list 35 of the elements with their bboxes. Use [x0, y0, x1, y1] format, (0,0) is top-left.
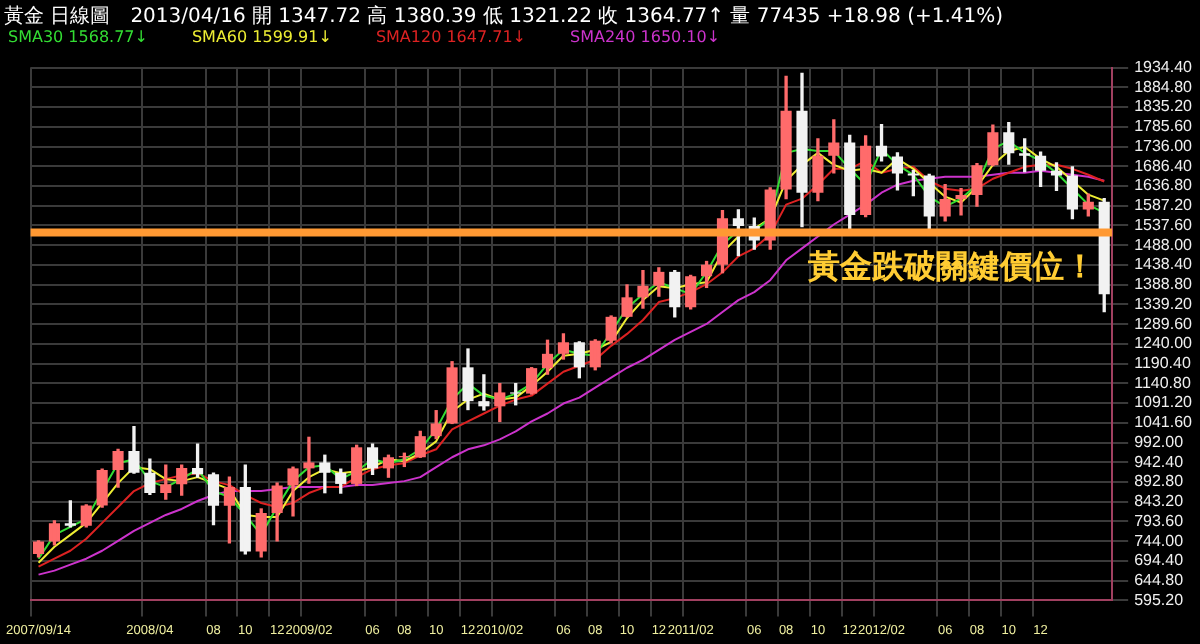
y-tick-label: 595.20 — [1134, 590, 1185, 609]
y-tick-label: 1884.80 — [1134, 77, 1194, 96]
y-tick-label: 1537.60 — [1134, 215, 1194, 234]
y-tick-label: 1339.20 — [1134, 294, 1194, 313]
text: SMA60 1599.91↓ — [191, 28, 332, 50]
text: SMA30 1568.77↓ — [8, 28, 148, 50]
y-tick-label: 1785.60 — [1134, 117, 1194, 136]
chart-subtitle: 2013/04/16 開 1347.72 高 1380.39 低 1321.22 收 1364.77↑ 量 77435 +18.98 (+1.41%) — [130, 3, 1004, 28]
y-tick-label: 1736.00 — [1134, 136, 1194, 155]
y-tick-label: 1934.40 — [1134, 58, 1194, 77]
y-tick-label: 744.00 — [1134, 531, 1185, 550]
y-tick-label: 644.80 — [1134, 571, 1185, 590]
y-tick-label: 1289.60 — [1134, 314, 1194, 333]
y-tick-label: 1438.40 — [1134, 255, 1194, 274]
y-tick-label: 1041.60 — [1134, 413, 1194, 432]
y-tick-label: 793.60 — [1134, 511, 1185, 530]
y-tick-label: 1835.20 — [1134, 97, 1194, 116]
y-tick-label: 1140.80 — [1134, 373, 1192, 392]
y-tick-label: 1488.00 — [1134, 235, 1194, 254]
y-tick-label: 1240.00 — [1134, 334, 1194, 353]
text: SMA240 1650.10↓ — [570, 28, 721, 50]
y-tick-label: 942.40 — [1134, 452, 1185, 471]
y-tick-label: 892.80 — [1134, 472, 1185, 491]
text: SMA120 1647.71↓ — [375, 28, 526, 50]
y-tick-label: 1636.80 — [1134, 176, 1194, 195]
y-tick-label: 843.20 — [1134, 492, 1185, 511]
y-tick-label: 1686.40 — [1134, 156, 1194, 175]
y-tick-label: 1587.20 — [1134, 196, 1194, 215]
y-tick-label: 992.00 — [1134, 432, 1185, 451]
y-tick-label: 1091.20 — [1134, 393, 1194, 412]
ref-line-label: 黃金跌破關鍵價位！ — [806, 246, 1097, 285]
chart-title: 黃金 日線圖 — [4, 3, 111, 28]
y-tick-label: 1388.80 — [1134, 275, 1194, 294]
y-tick-label: 1190.40 — [1134, 354, 1192, 373]
y-tick-label: 694.40 — [1134, 551, 1185, 570]
